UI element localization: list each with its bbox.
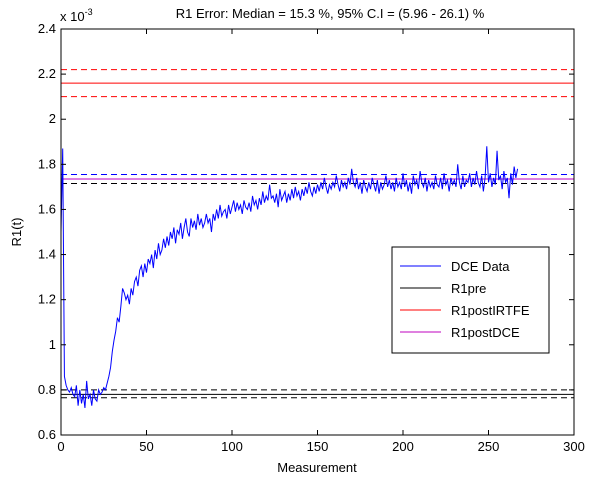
x-tick-label: 100 <box>221 439 243 454</box>
legend-label: DCE Data <box>451 259 510 274</box>
plot-area <box>61 29 574 435</box>
x-axis-title: Measurement <box>277 460 357 475</box>
x-tick-label: 0 <box>57 439 64 454</box>
x-axis: 0 50 100 150 200 250 300 <box>57 29 585 454</box>
legend-label: R1postDCE <box>451 325 520 340</box>
y-tick-label: 1.2 <box>38 292 56 307</box>
x-tick-label: 300 <box>563 439 585 454</box>
x-tick-label: 50 <box>139 439 153 454</box>
legend: DCE Data R1pre R1postIRTFE R1postDCE <box>391 246 550 354</box>
x-tick-label: 150 <box>307 439 329 454</box>
series-line-dce-data <box>60 146 519 408</box>
reference-lines <box>61 69 574 399</box>
x-tick-label: 200 <box>392 439 414 454</box>
legend-label: R1postIRTFE <box>451 303 530 318</box>
y-tick-label: 1 <box>49 337 56 352</box>
legend-label: R1pre <box>451 281 486 296</box>
y-tick-label: 0.8 <box>38 382 56 397</box>
y-tick-label: 2.4 <box>38 21 56 36</box>
data-series <box>60 146 519 408</box>
legend-box <box>391 246 550 354</box>
y-exponent-label: x 10-3 <box>60 7 93 24</box>
y-tick-label: 0.6 <box>38 427 56 442</box>
y-axis: 0.6 0.8 1 1.2 1.4 1.6 1.8 2 2.2 2.4 <box>38 21 574 442</box>
y-tick-label: 1.6 <box>38 201 56 216</box>
chart-title: R1 Error: Median = 15.3 %, 95% C.I = (5.… <box>176 6 485 21</box>
y-exponent-power: -3 <box>85 7 93 17</box>
y-tick-label: 2.2 <box>38 66 56 81</box>
x-tick-label: 250 <box>478 439 500 454</box>
y-tick-label: 1.4 <box>38 247 56 262</box>
y-exponent-base: x 10 <box>60 9 85 24</box>
y-tick-label: 2 <box>49 111 56 126</box>
y-axis-title: R1(t) <box>9 218 24 247</box>
y-tick-label: 1.8 <box>38 156 56 171</box>
